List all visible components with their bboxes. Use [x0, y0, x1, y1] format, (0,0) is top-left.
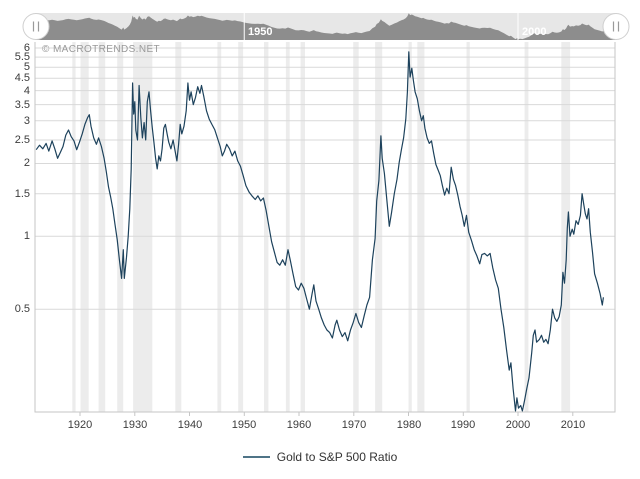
navigator-handles[interactable] [22, 13, 630, 40]
recession-band [117, 42, 124, 412]
recession-band [300, 42, 305, 412]
recession-band [175, 42, 182, 412]
y-axis-tick-label: 1 [23, 230, 30, 242]
series-line[interactable] [35, 51, 604, 412]
navigator-range-label-2000: 2000 [522, 26, 547, 38]
recession-band [561, 42, 571, 412]
plot-area[interactable] [35, 42, 615, 412]
recession-band [217, 42, 222, 412]
recession-band [353, 42, 359, 412]
recession-band [375, 42, 383, 412]
y-axis-tick-label: 2.5 [14, 134, 30, 146]
series-group[interactable] [35, 42, 615, 412]
y-axis-tick-label: 5.5 [14, 51, 30, 63]
legend-line-sample-icon [242, 456, 270, 458]
navigator-range-label-1950: 1950 [248, 26, 273, 38]
y-axis-tick-label: 0.5 [14, 303, 30, 315]
x-axis-tick-label: 1940 [177, 419, 203, 431]
y-axis-tick-label: 4.5 [14, 72, 30, 84]
axes [34, 42, 616, 416]
x-axis-tick-label: 1930 [122, 419, 148, 431]
x-axis-tick-label: 1970 [341, 419, 367, 431]
recession-band [524, 42, 529, 412]
y-axis-tick-label: 2 [23, 157, 30, 169]
y-axis-tick-label: 3 [23, 115, 30, 127]
x-axis-tick-label: 1980 [396, 419, 422, 431]
x-axis-tick-label: 1960 [286, 419, 312, 431]
resize-handle-icon [22, 13, 50, 40]
recession-band [417, 42, 425, 412]
recession-band [72, 42, 76, 412]
y-axis-tick-label: 1.5 [14, 188, 30, 200]
navigator-right-handle[interactable] [602, 13, 630, 40]
x-axis-tick-label: 1920 [67, 419, 93, 431]
legend-item[interactable]: Gold to S&P 500 Ratio [0, 450, 640, 464]
recession-band [80, 42, 89, 412]
gridlines [35, 47, 615, 310]
x-axis-tick-label: 1990 [450, 419, 476, 431]
watermark: © MACROTRENDS.NET [42, 44, 161, 55]
x-axis-tick-label: 1950 [231, 419, 257, 431]
recession-band [408, 42, 412, 412]
y-axis-tick-label: 4 [23, 85, 30, 97]
navigator-area-series [36, 13, 615, 41]
navigator-left-handle[interactable] [22, 13, 50, 40]
y-axis-tick-label: 3.5 [14, 99, 30, 111]
plot-border [34, 42, 616, 413]
x-axis-tick-label: 2000 [505, 419, 531, 431]
recession-band [238, 42, 244, 412]
recession-band [264, 42, 269, 412]
grip-lines-icon [32, 21, 40, 32]
recession-band [285, 42, 290, 412]
legend-label: Gold to S&P 500 Ratio [276, 450, 398, 464]
navigator[interactable] [35, 13, 615, 41]
resize-handle-icon [602, 13, 630, 40]
grip-lines-icon [612, 21, 620, 32]
y-axis-tick-label: 6 [23, 42, 30, 54]
y-axis-tick-label: 5 [23, 61, 30, 73]
recession-band [98, 42, 106, 412]
x-axis-tick-label: 2010 [560, 419, 586, 431]
